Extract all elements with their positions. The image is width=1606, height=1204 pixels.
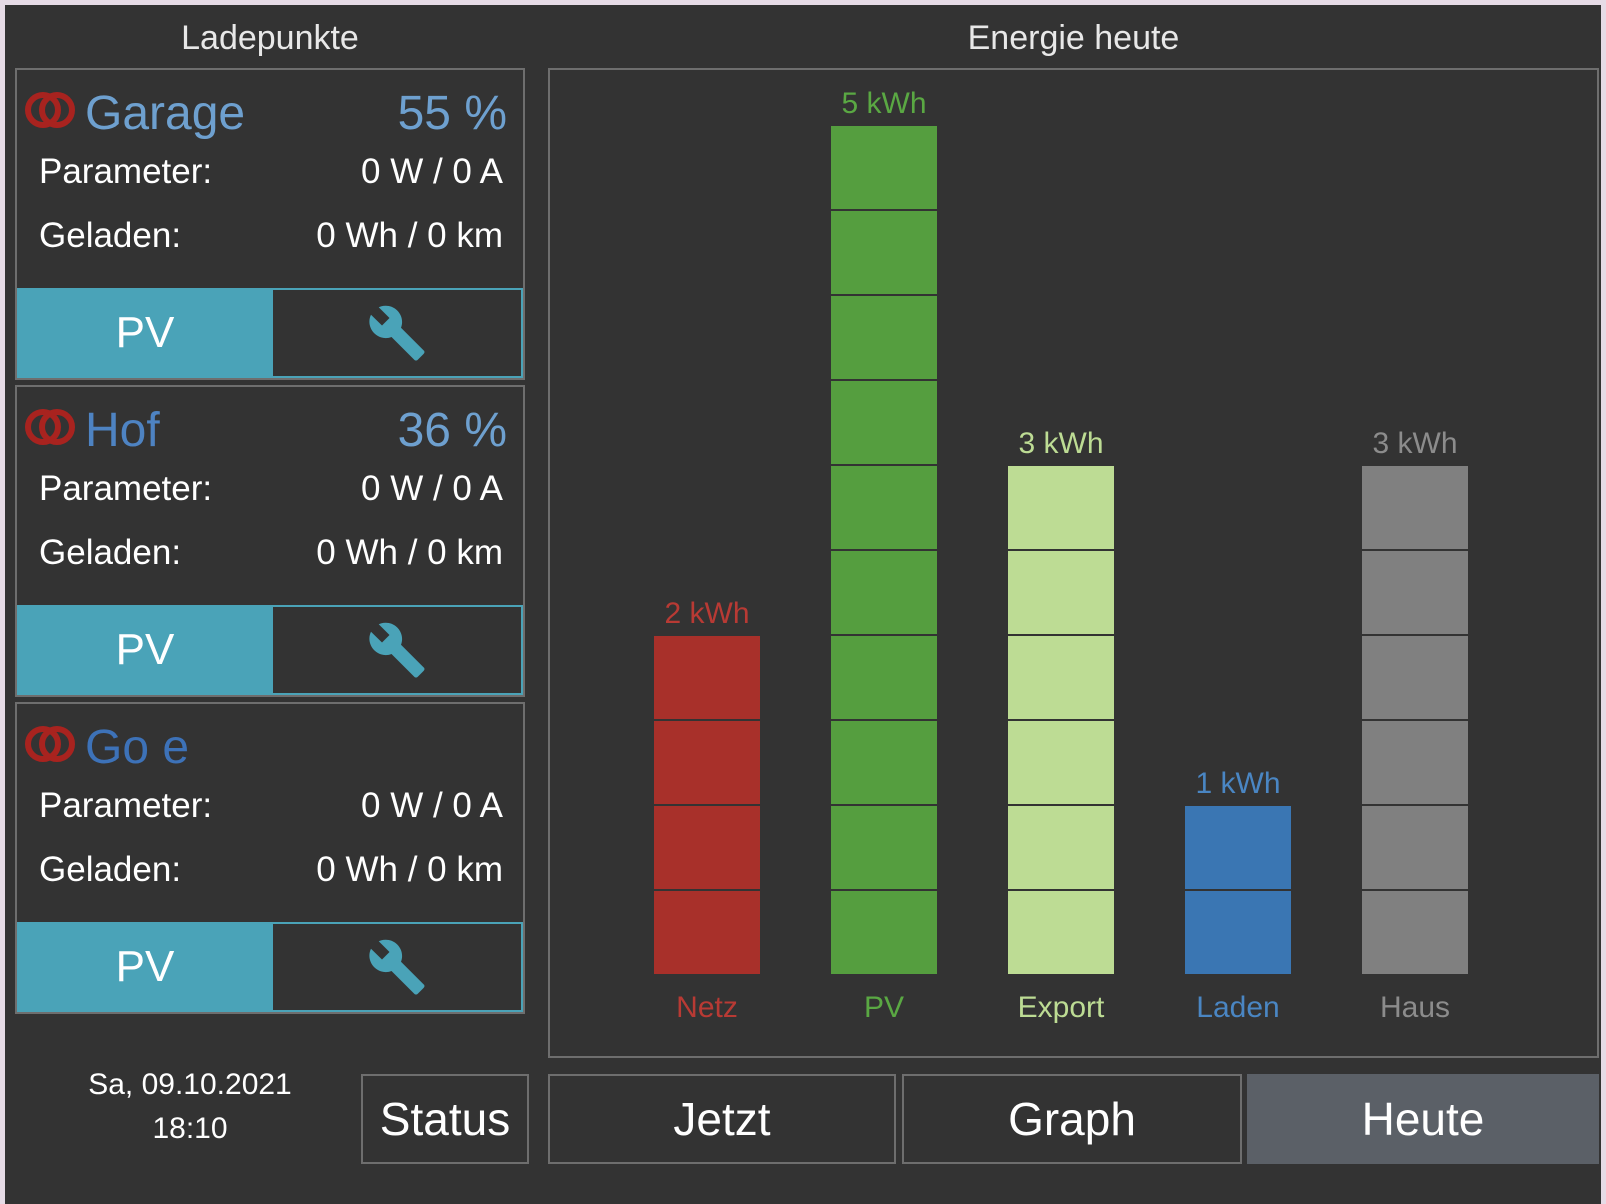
app-window: Ladepunkte Energie heute Garage 55 % Par… bbox=[5, 5, 1601, 1204]
bar-segment bbox=[829, 124, 939, 211]
charged-value: 0 Wh / 0 km bbox=[316, 533, 503, 572]
bar-segment bbox=[829, 634, 939, 721]
bar-segment bbox=[1360, 719, 1470, 806]
bar-segment bbox=[652, 804, 762, 891]
bar-segment bbox=[1006, 549, 1116, 636]
bar-segment bbox=[1183, 804, 1293, 891]
plug-toggle-icon[interactable] bbox=[23, 724, 77, 764]
charged-label: Geladen: bbox=[39, 533, 182, 572]
bar-value-label: 1 kWh bbox=[1195, 767, 1280, 800]
status-button[interactable]: Status bbox=[361, 1074, 529, 1164]
tab-graph[interactable]: Graph bbox=[902, 1074, 1242, 1164]
energy-bar-chart: 2 kWh Netz 5 kWh PV 3 kWh Export 1 kWh Laden 3 k… bbox=[652, 87, 1470, 1024]
bar-segment bbox=[652, 719, 762, 806]
chargepoint-soc: 36 % bbox=[397, 404, 507, 457]
bar-haus bbox=[1360, 464, 1470, 976]
bar-segment bbox=[1006, 634, 1116, 721]
bar-segment bbox=[829, 719, 939, 806]
parameter-value: 0 W / 0 A bbox=[361, 469, 503, 508]
charged-label: Geladen: bbox=[39, 850, 182, 889]
bar-value-label: 2 kWh bbox=[664, 597, 749, 630]
chargepoint-header: Go e bbox=[17, 714, 523, 774]
bar-segment bbox=[1006, 889, 1116, 976]
current-date: Sa, 09.10.2021 bbox=[88, 1068, 292, 1101]
bar-segment bbox=[829, 889, 939, 976]
bar-segment bbox=[829, 549, 939, 636]
bar-value-label: 5 kWh bbox=[841, 87, 926, 120]
category-label: Netz bbox=[676, 991, 738, 1024]
tab-heute[interactable]: Heute bbox=[1247, 1074, 1599, 1164]
category-label: Haus bbox=[1380, 991, 1450, 1024]
charge-mode-button[interactable]: PV bbox=[17, 922, 273, 1012]
chargepoint-header: Hof 36 % bbox=[17, 397, 523, 457]
parameter-value: 0 W / 0 A bbox=[361, 786, 503, 825]
parameter-label: Parameter: bbox=[39, 152, 213, 191]
energy-today-title: Energie heute bbox=[967, 19, 1180, 57]
bar-segment bbox=[829, 804, 939, 891]
bar-segment bbox=[1183, 889, 1293, 976]
chargepoint-name[interactable]: Go e bbox=[85, 721, 190, 774]
bar-segment bbox=[1006, 804, 1116, 891]
current-time: 18:10 bbox=[152, 1112, 228, 1145]
bar-segment bbox=[1360, 549, 1470, 636]
chargepoint-soc: 55 % bbox=[397, 87, 507, 140]
bar-segment bbox=[1360, 804, 1470, 891]
bar-segment bbox=[1360, 464, 1470, 551]
bar-segment bbox=[1006, 464, 1116, 551]
chargepoint-settings-button[interactable] bbox=[271, 288, 523, 378]
bar-segment bbox=[1360, 634, 1470, 721]
category-label: Export bbox=[1018, 991, 1105, 1024]
bar-segment bbox=[1360, 889, 1470, 976]
tab-jetzt[interactable]: Jetzt bbox=[548, 1074, 896, 1164]
charged-value: 0 Wh / 0 km bbox=[316, 216, 503, 255]
chargepoint-header: Garage 55 % bbox=[17, 80, 523, 140]
wrench-icon bbox=[369, 305, 425, 361]
parameter-value: 0 W / 0 A bbox=[361, 152, 503, 191]
chargepoint-settings-button[interactable] bbox=[271, 922, 523, 1012]
energy-chart-frame: 2 kWh Netz 5 kWh PV 3 kWh Export 1 kWh Laden 3 k… bbox=[548, 68, 1599, 1058]
bar-segment bbox=[1006, 719, 1116, 806]
bar-laden bbox=[1183, 804, 1293, 976]
bar-segment bbox=[829, 294, 939, 381]
wrench-icon bbox=[369, 939, 425, 995]
parameter-label: Parameter: bbox=[39, 469, 213, 508]
category-label: Laden bbox=[1196, 991, 1279, 1024]
parameter-label: Parameter: bbox=[39, 786, 213, 825]
wrench-icon bbox=[369, 622, 425, 678]
bar-segment bbox=[652, 889, 762, 976]
chargepoint-name[interactable]: Hof bbox=[85, 404, 160, 457]
chargepoint-name[interactable]: Garage bbox=[85, 87, 246, 140]
bar-segment bbox=[829, 379, 939, 466]
category-label: PV bbox=[864, 991, 904, 1024]
plug-toggle-icon[interactable] bbox=[23, 90, 77, 130]
chargepoint-settings-button[interactable] bbox=[271, 605, 523, 695]
chargepoints-title: Ladepunkte bbox=[181, 19, 359, 57]
chargepoint-card-go-e: Go e Parameter: 0 W / 0 A Geladen: 0 Wh … bbox=[15, 702, 525, 1014]
bar-pv bbox=[829, 124, 939, 976]
bar-segment bbox=[652, 634, 762, 721]
charged-value: 0 Wh / 0 km bbox=[316, 850, 503, 889]
chargepoint-card-hof: Hof 36 % Parameter: 0 W / 0 A Geladen: 0… bbox=[15, 385, 525, 697]
chargepoint-card-garage: Garage 55 % Parameter: 0 W / 0 A Geladen… bbox=[15, 68, 525, 380]
charge-mode-button[interactable]: PV bbox=[17, 288, 273, 378]
bar-segment bbox=[829, 464, 939, 551]
bar-export bbox=[1006, 464, 1116, 976]
bar-value-label: 3 kWh bbox=[1018, 427, 1103, 460]
bar-segment bbox=[829, 209, 939, 296]
bar-netz bbox=[652, 634, 762, 976]
bar-value-label: 3 kWh bbox=[1372, 427, 1457, 460]
charge-mode-button[interactable]: PV bbox=[17, 605, 273, 695]
plug-toggle-icon[interactable] bbox=[23, 407, 77, 447]
charged-label: Geladen: bbox=[39, 216, 182, 255]
